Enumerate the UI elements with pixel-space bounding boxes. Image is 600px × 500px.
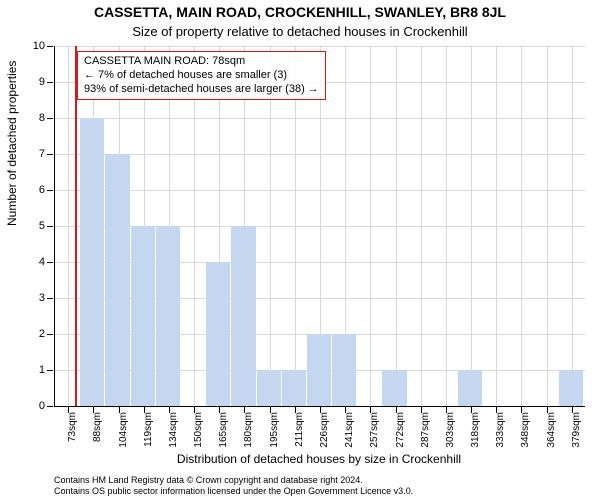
histogram-bar	[105, 154, 129, 406]
y-tick	[47, 190, 53, 191]
histogram-bar	[282, 370, 306, 406]
x-tick-label: 134sqm	[168, 412, 179, 448]
histogram-bar	[206, 262, 230, 406]
x-tick-label: 364sqm	[546, 412, 557, 448]
histogram-bar	[307, 334, 331, 406]
histogram-bar	[131, 226, 155, 406]
histogram-bar	[257, 370, 281, 406]
x-tick-label: 379sqm	[571, 412, 582, 448]
x-tick-label: 257sqm	[369, 412, 380, 448]
footer-line-1: Contains HM Land Registry data © Crown c…	[54, 475, 413, 485]
y-axis-title: Number of detached properties	[5, 61, 19, 226]
histogram-bar	[382, 370, 406, 406]
x-tick-label: 211sqm	[294, 412, 305, 447]
x-tick-label: 287sqm	[420, 412, 431, 448]
x-tick-label: 318sqm	[470, 412, 481, 448]
x-tick-label: 165sqm	[218, 412, 229, 448]
page-title-1: CASSETTA, MAIN ROAD, CROCKENHILL, SWANLE…	[0, 4, 600, 20]
x-tick-label: 73sqm	[67, 412, 78, 442]
gridline-v	[396, 46, 397, 406]
footer-line-2: Contains OS public sector information li…	[54, 486, 413, 496]
y-tick	[47, 334, 53, 335]
y-tick-label: 6	[39, 184, 45, 196]
y-tick	[47, 370, 53, 371]
y-tick	[47, 262, 53, 263]
y-tick	[47, 406, 53, 407]
x-tick-label: 333sqm	[495, 412, 506, 448]
histogram-bar	[156, 226, 180, 406]
annotation-box: CASSETTA MAIN ROAD: 78sqm← 7% of detache…	[77, 51, 326, 100]
gridline-v	[471, 46, 472, 406]
y-tick-label: 0	[39, 400, 45, 412]
footer-attribution: Contains HM Land Registry data © Crown c…	[54, 475, 413, 496]
y-tick-label: 10	[33, 40, 45, 52]
x-tick-label: 88sqm	[92, 412, 103, 442]
x-tick-label: 348sqm	[520, 412, 531, 448]
histogram-bar	[332, 334, 356, 406]
page-title-2: Size of property relative to detached ho…	[0, 24, 600, 39]
gridline-v	[421, 46, 422, 406]
x-tick-label: 180sqm	[243, 412, 254, 448]
x-tick-label: 150sqm	[193, 412, 204, 448]
y-tick-label: 3	[39, 292, 45, 304]
histogram-bar	[80, 118, 104, 406]
y-tick	[47, 82, 53, 83]
histogram-bar	[458, 370, 482, 406]
chart-plot-area: 01234567891073sqm88sqm104sqm119sqm134sqm…	[54, 46, 585, 407]
gridline-v	[547, 46, 548, 406]
x-tick-label: 119sqm	[143, 412, 154, 447]
histogram-bar	[559, 370, 583, 406]
x-tick-label: 303sqm	[445, 412, 456, 448]
x-tick-label: 104sqm	[118, 412, 129, 448]
x-tick-label: 226sqm	[319, 412, 330, 448]
y-tick-label: 5	[39, 220, 45, 232]
y-tick-label: 9	[39, 76, 45, 88]
y-tick	[47, 118, 53, 119]
gridline-v	[68, 46, 69, 406]
y-tick-label: 2	[39, 328, 45, 340]
y-tick-label: 4	[39, 256, 45, 268]
histogram-bar	[231, 226, 255, 406]
gridline-v	[496, 46, 497, 406]
gridline-v	[521, 46, 522, 406]
x-tick-label: 241sqm	[344, 412, 355, 448]
y-tick	[47, 226, 53, 227]
y-tick	[47, 298, 53, 299]
x-tick-label: 195sqm	[269, 412, 280, 448]
gridline-v	[572, 46, 573, 406]
gridline-v	[370, 46, 371, 406]
gridline-v	[446, 46, 447, 406]
y-tick-label: 1	[39, 364, 45, 376]
annotation-line: ← 7% of detached houses are smaller (3)	[84, 69, 319, 83]
annotation-line: 93% of semi-detached houses are larger (…	[84, 83, 319, 97]
y-tick	[47, 46, 53, 47]
y-tick-label: 7	[39, 148, 45, 160]
y-tick	[47, 154, 53, 155]
x-axis-title: Distribution of detached houses by size …	[54, 452, 584, 466]
y-tick-label: 8	[39, 112, 45, 124]
x-tick-label: 272sqm	[395, 412, 406, 448]
annotation-line: CASSETTA MAIN ROAD: 78sqm	[84, 55, 319, 69]
